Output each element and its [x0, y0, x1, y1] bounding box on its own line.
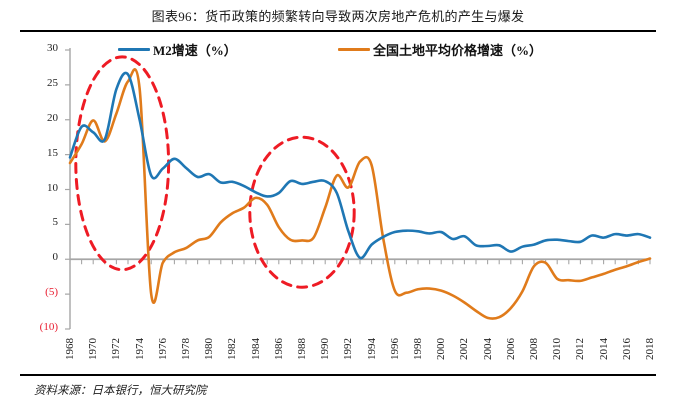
- x-axis-tick-label: 1990: [319, 338, 332, 360]
- y-axis-tick-label: 20: [47, 111, 58, 124]
- x-axis-tick-label: 1994: [365, 338, 378, 360]
- x-axis-tick-label: 2000: [435, 338, 448, 360]
- x-axis-tick-label: 1996: [388, 338, 401, 360]
- x-axis-tick-label: 2012: [574, 338, 587, 360]
- y-axis-tick-label: 10: [47, 181, 58, 194]
- x-axis-tick-label: 2010: [551, 338, 564, 360]
- x-axis-tick-label: 1978: [180, 338, 192, 360]
- legend-item-m2[interactable]: M2增速（%）: [118, 40, 237, 59]
- x-axis-tick-label: 1974: [133, 338, 146, 360]
- x-axis-tick-label: 2008: [528, 338, 540, 360]
- source-note: 资料来源：日本银行，恒大研究院: [34, 385, 207, 397]
- x-axis-tick-label: 2018: [644, 338, 656, 360]
- legend-label-land-price: 全国土地平均价格增速（%）: [373, 43, 543, 58]
- x-axis-tick-label: 2004: [481, 338, 494, 360]
- chart-legend: M2增速（%） 全国土地平均价格增速（%）: [0, 40, 676, 60]
- y-axis-ticks: [65, 49, 70, 330]
- page-title: 图表96：货币政策的频繁转向导致两次房地产危机的产生与爆发: [151, 9, 525, 24]
- series-line-land-price: [68, 68, 652, 320]
- x-axis-tick-label: 1968: [64, 338, 76, 360]
- x-axis-tick-label: 2016: [620, 338, 633, 360]
- x-axis-tick-label: 1980: [203, 338, 216, 360]
- y-axis-tick-label: 0: [52, 251, 59, 264]
- y-axis-tick-label: 25: [47, 76, 58, 89]
- y-axis-tick-label: (10): [39, 321, 58, 333]
- bottom-divider: [20, 374, 656, 376]
- x-axis-tick-label: 1976: [156, 338, 169, 360]
- y-axis-tick-label: 5: [52, 216, 59, 229]
- x-axis-tick-label: 1972: [110, 338, 123, 360]
- x-axis-tick-label: 1988: [296, 338, 308, 360]
- series-line-m2: [68, 71, 652, 260]
- first-crisis-ellipse: [74, 55, 171, 272]
- x-axis-tick-label: 2006: [504, 338, 517, 360]
- x-axis-tick-label: 1998: [412, 338, 424, 360]
- legend-label-m2: M2增速（%）: [153, 43, 237, 58]
- x-axis-tick-label: 1992: [342, 338, 355, 360]
- x-axis-tick-label: 2014: [597, 338, 610, 360]
- x-axis-tick-label: 2002: [458, 338, 471, 360]
- y-axis-tick-label: (5): [45, 286, 58, 299]
- legend-swatch-land-price: [338, 47, 370, 52]
- second-crisis-ellipse: [248, 135, 356, 289]
- crisis-annotations: [74, 55, 356, 289]
- y-axis-tick-label: 15: [47, 146, 58, 159]
- legend-item-land-price[interactable]: 全国土地平均价格增速（%）: [338, 40, 542, 59]
- plot-area: [0, 34, 676, 334]
- x-axis-tick-label: 1970: [87, 338, 100, 360]
- chart-canvas: [65, 48, 652, 330]
- x-axis-tick-label: 1982: [226, 338, 239, 360]
- x-axis-tick-label: 1986: [272, 338, 285, 360]
- top-divider: [20, 30, 656, 32]
- y-axis-tick-label: 30: [47, 42, 58, 54]
- x-axis-tick-label: 1984: [249, 338, 262, 360]
- legend-swatch-m2: [118, 47, 150, 52]
